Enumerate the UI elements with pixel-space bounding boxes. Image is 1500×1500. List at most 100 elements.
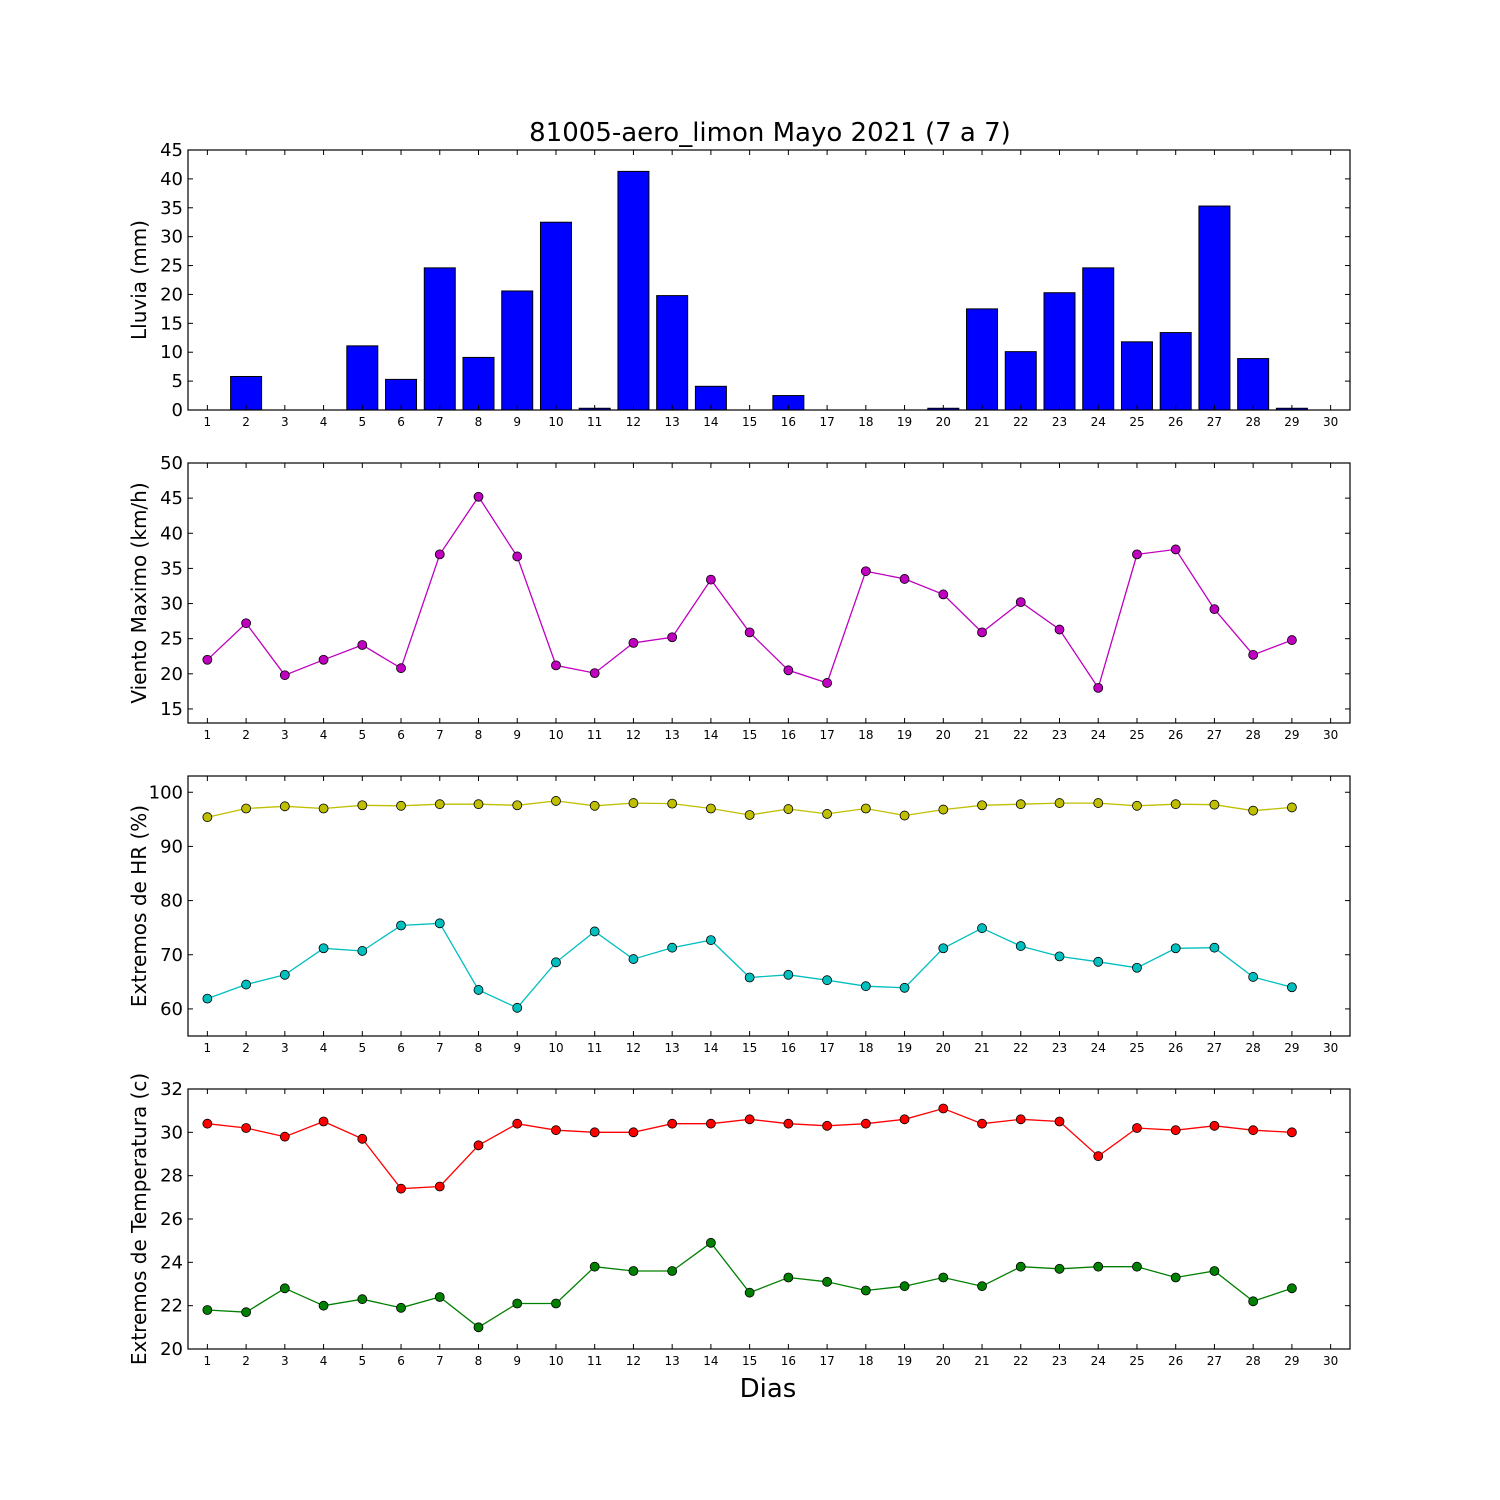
wind-x-tick-label: 12 <box>626 728 641 742</box>
humidity-panel: 1 2 3 4 5 6 7 8 9 10 11 12 13 14 15 16 17 18 19 20 21 22 23 24 2… <box>127 775 1351 1055</box>
temp-x-tick-label: 3 <box>281 1354 289 1368</box>
hr-x-tick-label: 20 <box>936 1041 951 1055</box>
wind-series-0-point-day-12 <box>628 637 639 648</box>
wind-series-0-point-day-23 <box>1054 624 1065 635</box>
hr-series-1-point-day-2 <box>241 979 252 990</box>
wind-y-tick-label: 25 <box>160 629 183 650</box>
hr-series-1-point-day-14 <box>706 935 716 946</box>
wind-series-0-point-day-2 <box>241 618 252 629</box>
wind-x-tick-label: 26 <box>1168 728 1183 742</box>
temp-series-1-point-day-3 <box>279 1283 290 1294</box>
wind-x-tick-label: 1 <box>204 728 212 742</box>
temp-x-tick-label: 5 <box>358 1354 366 1368</box>
temp-series-0-point-day-23 <box>1054 1116 1065 1127</box>
wind-x-tick-label: 14 <box>703 728 718 742</box>
temp-x-tick-label: 21 <box>974 1354 989 1368</box>
temp-series-0-point-day-26 <box>1170 1125 1181 1136</box>
temp-x-tick-label: 9 <box>513 1354 521 1368</box>
temp-series-1-point-day-12 <box>628 1266 639 1276</box>
wind-series-0-point-day-3 <box>279 670 290 681</box>
wind-x-tick-label: 5 <box>358 728 366 742</box>
wind-x-tick-label: 3 <box>281 728 289 742</box>
temp-x-tick-label: 12 <box>626 1354 641 1368</box>
temp-series-1-point-day-16 <box>783 1272 794 1283</box>
temp-y-tick-label: 26 <box>160 1209 183 1230</box>
temp-series-0-point-day-21 <box>977 1118 987 1129</box>
temp-series-0-point-day-27 <box>1209 1120 1220 1131</box>
temp-x-tick-label: 13 <box>665 1354 680 1368</box>
temp-y-axis-label: Extremos de Temperatura (c) <box>127 1073 151 1365</box>
temp-series-0-point-day-20 <box>938 1103 949 1114</box>
hr-x-tick-label: 22 <box>1013 1041 1028 1055</box>
hr-series-0-point-day-17 <box>822 809 832 819</box>
hr-y-tick-label: 100 <box>149 782 183 803</box>
wind-x-tick-label: 29 <box>1284 728 1299 742</box>
hr-x-tick-label: 29 <box>1284 1041 1299 1055</box>
temp-series-0-point-day-11 <box>589 1127 600 1138</box>
wind-x-tick-label: 4 <box>320 728 328 742</box>
rain-x-tick-label: 6 <box>397 415 405 429</box>
wind-x-tick-label: 10 <box>548 728 563 742</box>
hr-series-1-point-day-20 <box>938 943 949 954</box>
hr-x-tick-label: 19 <box>897 1041 912 1055</box>
rain-x-tick-label: 5 <box>358 415 366 429</box>
temp-series-1-point-day-23 <box>1054 1263 1065 1274</box>
hr-series-0-point-day-12 <box>628 798 639 808</box>
temp-x-tick-label: 18 <box>858 1354 873 1368</box>
temp-series-0-point-day-29 <box>1287 1127 1297 1138</box>
temp-series-0-point-day-25 <box>1132 1123 1142 1133</box>
temp-series-1-point-day-10 <box>551 1298 561 1309</box>
temp-series-0-point-day-19 <box>899 1114 910 1125</box>
hr-series-0-point-day-3 <box>279 801 290 812</box>
wind-x-tick-label: 22 <box>1013 728 1028 742</box>
rain-x-tick-label: 29 <box>1284 415 1299 429</box>
temp-series-1-point-day-19 <box>899 1281 910 1292</box>
hr-series-0-point-day-4 <box>318 803 329 814</box>
hr-series-1-point-day-6 <box>396 920 406 931</box>
rain-x-tick-label: 14 <box>703 415 718 429</box>
rain-axes-frame <box>187 149 1351 411</box>
rain-x-tick-label: 21 <box>974 415 989 429</box>
temp-series-1-point-day-24 <box>1093 1261 1104 1272</box>
hr-x-tick-label: 24 <box>1091 1041 1106 1055</box>
hr-y-tick-label: 70 <box>160 945 183 966</box>
wind-x-tick-label: 2 <box>242 728 250 742</box>
wind-x-tick-label: 25 <box>1129 728 1144 742</box>
temp-series-1-point-day-4 <box>318 1300 329 1311</box>
hr-series-0-point-day-26 <box>1170 799 1181 810</box>
wind-series-0-point-day-7 <box>434 549 445 560</box>
rain-bar-day-28 <box>1237 358 1270 411</box>
hr-y-axis-label: Extremos de HR (%) <box>127 805 151 1007</box>
rain-y-tick-label: 25 <box>160 256 183 277</box>
hr-series-0-point-day-10 <box>551 796 561 806</box>
temp-series-1-point-day-22 <box>1015 1261 1026 1272</box>
rain-x-tick-label: 26 <box>1168 415 1183 429</box>
rain-y-tick-label: 30 <box>160 227 183 248</box>
rain-bar-day-21 <box>966 308 999 411</box>
rain-x-tick-label: 27 <box>1207 415 1222 429</box>
hr-x-tick-label: 25 <box>1129 1041 1144 1055</box>
hr-series-0-point-day-22 <box>1015 799 1026 810</box>
rain-x-tick-label: 24 <box>1091 415 1106 429</box>
wind-series-0-point-day-10 <box>551 660 561 671</box>
hr-series-0-point-day-13 <box>667 798 678 809</box>
rain-x-tick-label: 15 <box>742 415 757 429</box>
wind-x-tick-label: 11 <box>587 728 602 742</box>
temp-series-0-point-day-2 <box>241 1123 252 1133</box>
hr-x-tick-label: 28 <box>1246 1041 1261 1055</box>
temp-x-tick-label: 4 <box>320 1354 328 1368</box>
temp-series-1-point-day-13 <box>667 1266 678 1276</box>
wind-series-0-point-day-5 <box>357 640 368 650</box>
hr-series-1-point-day-8 <box>473 985 484 995</box>
temp-x-tick-label: 11 <box>587 1354 602 1368</box>
wind-series-0-point-day-24 <box>1093 682 1104 693</box>
rain-bar-day-27 <box>1198 205 1231 411</box>
temp-series-0-point-day-17 <box>822 1120 832 1131</box>
hr-series-1-point-day-4 <box>318 943 329 954</box>
temp-series-0-point-day-9 <box>512 1118 523 1129</box>
hr-series-1-point-day-23 <box>1054 951 1065 962</box>
temp-x-tick-label: 17 <box>819 1354 834 1368</box>
temp-x-tick-label: 2 <box>242 1354 250 1368</box>
hr-series-0-point-day-20 <box>938 804 949 815</box>
